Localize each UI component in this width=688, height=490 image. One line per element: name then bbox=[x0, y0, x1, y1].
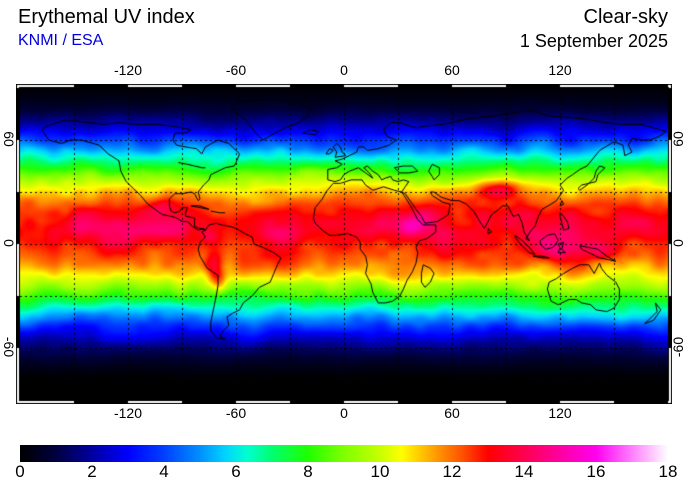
page-title: Erythemal UV index bbox=[18, 6, 195, 28]
lon-tick-top-0: 0 bbox=[340, 62, 348, 78]
sky-condition-label: Clear-sky bbox=[583, 6, 668, 28]
colorbar-label-10: 10 bbox=[370, 462, 390, 481]
uv-colorbar-canvas bbox=[20, 445, 668, 462]
lon-tick-bottom--120: -120 bbox=[113, 405, 143, 421]
date-label: 1 September 2025 bbox=[519, 31, 668, 51]
world-uv-heatmap-canvas bbox=[16, 84, 672, 404]
lat-tick-right-60: 60 bbox=[670, 131, 686, 147]
lat-tick-right-0: 0 bbox=[670, 239, 686, 247]
colorbar-label-4: 4 bbox=[159, 462, 169, 481]
colorbar-label-12: 12 bbox=[442, 462, 462, 481]
colorbar-label-16: 16 bbox=[586, 462, 606, 481]
lat-tick-right--60: -60 bbox=[670, 336, 686, 358]
lon-tick-top-120: 120 bbox=[548, 62, 572, 78]
lon-tick-bottom-120: 120 bbox=[548, 405, 572, 421]
lat-tick-left-0: 0 bbox=[1, 239, 17, 247]
lon-tick-top--60: -60 bbox=[225, 62, 247, 78]
lon-tick-top--120: -120 bbox=[113, 62, 143, 78]
colorbar-label-0: 0 bbox=[15, 462, 25, 481]
lat-tick-left--60: -60 bbox=[1, 336, 17, 358]
colorbar-label-14: 14 bbox=[514, 462, 534, 481]
lon-tick-bottom-0: 0 bbox=[340, 405, 348, 421]
colorbar-label-18: 18 bbox=[658, 462, 678, 481]
data-source-label: KNMI / ESA bbox=[18, 32, 104, 49]
lon-tick-top-60: 60 bbox=[444, 62, 460, 78]
lat-tick-left-60: 60 bbox=[1, 131, 17, 147]
lon-tick-bottom-60: 60 bbox=[444, 405, 460, 421]
colorbar-label-8: 8 bbox=[303, 462, 313, 481]
colorbar-label-6: 6 bbox=[231, 462, 241, 481]
colorbar-label-2: 2 bbox=[87, 462, 97, 481]
lon-tick-bottom--60: -60 bbox=[225, 405, 247, 421]
